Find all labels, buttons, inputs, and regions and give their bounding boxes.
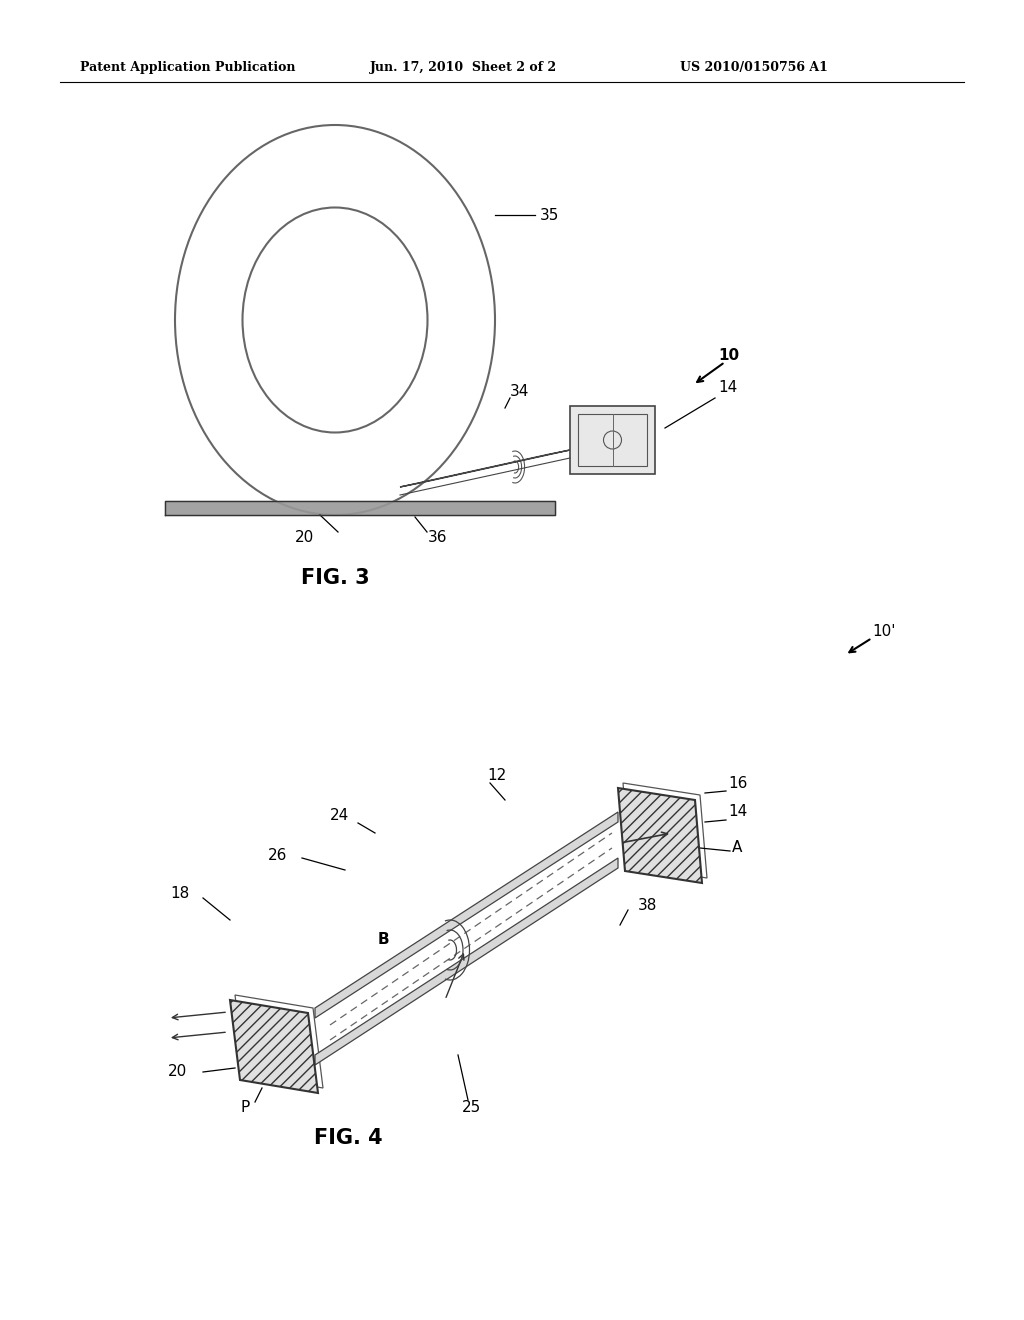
Polygon shape — [315, 858, 618, 1065]
Text: 20: 20 — [295, 531, 314, 545]
Polygon shape — [165, 502, 555, 515]
Text: 38: 38 — [638, 898, 657, 912]
Text: 35: 35 — [540, 207, 559, 223]
Polygon shape — [230, 1001, 318, 1093]
Text: FIG. 3: FIG. 3 — [301, 568, 370, 587]
Text: A: A — [732, 841, 742, 855]
Text: 10: 10 — [718, 347, 739, 363]
Text: 18: 18 — [170, 886, 189, 900]
Polygon shape — [400, 450, 570, 487]
Bar — [570, 407, 655, 474]
Text: Patent Application Publication: Patent Application Publication — [80, 62, 296, 74]
Text: 20: 20 — [168, 1064, 187, 1080]
Text: 14: 14 — [728, 804, 748, 820]
Text: 10': 10' — [872, 624, 896, 639]
Text: 34: 34 — [510, 384, 529, 400]
Text: 26: 26 — [268, 847, 288, 862]
Polygon shape — [618, 788, 702, 883]
Polygon shape — [315, 812, 618, 1018]
Text: B: B — [378, 932, 389, 948]
Text: US 2010/0150756 A1: US 2010/0150756 A1 — [680, 62, 827, 74]
Text: P: P — [240, 1101, 249, 1115]
Text: 24: 24 — [330, 808, 349, 822]
Text: 12: 12 — [487, 767, 506, 783]
Text: 25: 25 — [462, 1101, 481, 1115]
Bar — [578, 414, 647, 466]
Text: Jun. 17, 2010  Sheet 2 of 2: Jun. 17, 2010 Sheet 2 of 2 — [370, 62, 557, 74]
Text: 14: 14 — [718, 380, 737, 396]
Text: FIG. 4: FIG. 4 — [313, 1129, 382, 1148]
Text: 16: 16 — [728, 776, 748, 791]
Text: 36: 36 — [428, 531, 447, 545]
